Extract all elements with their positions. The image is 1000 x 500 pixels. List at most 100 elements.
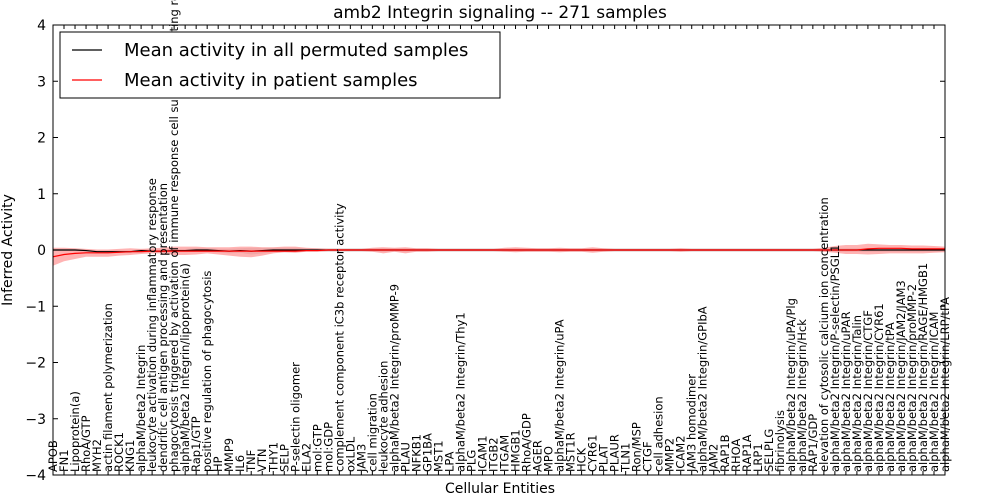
x-tick-label: MST1R [564,432,578,472]
x-tick-label: alphaM/beta2 Integrin/Hck [795,319,809,472]
x-tick-label: LRP1 [751,443,765,472]
x-tick-label: TNF [244,450,258,473]
y-axis: −4 −3 −2 −1 0 1 2 3 4 [25,18,945,484]
x-tick-label: leukocyte adhesion [376,361,390,472]
x-tick-label: cell adhesion [652,396,666,472]
y-tick-label: 4 [37,18,46,34]
x-tick-label: FN1 [57,449,71,472]
x-tick-label: RAP1A [740,434,754,472]
x-tick-label: cell migration [365,393,379,472]
x-tick-label: VTN [255,449,269,473]
y-tick-label: −4 [25,468,46,484]
x-tick-label: mol:GDP [321,422,335,472]
x-tick-label: AGER [531,440,545,472]
x-tick-label: alphaM/beta2 Integrin/CYR61 [872,303,886,472]
x-tick-label: Lipoprotein(a) [68,391,82,472]
legend-label-1: Mean activity in patient samples [124,70,418,91]
x-tick-label: RhoA/GDP [520,413,534,472]
y-tick-label: −3 [25,412,46,428]
x-tick-label: SELP [277,444,291,472]
y-tick-label: −1 [25,299,46,315]
series-line-1 [53,247,945,258]
x-tick-label: APOB [46,440,60,472]
x-tick-label: alphaM/beta2 Integrin/LRP/tPA [938,297,952,472]
x-tick-label: JAM2 [707,444,721,473]
x-tick-label: fibrinolysis [773,410,787,472]
x-tick-label: PLAUR [608,434,622,472]
x-tick-label: NFKB1 [409,434,423,472]
x-tick-label: MMP9 [222,438,236,472]
x-tick-label: CYR61 [586,435,600,472]
x-tick-label: IL6 [233,455,247,472]
x-tick-label: mol:GTP [310,424,324,472]
legend-label-0: Mean activity in all permuted samples [124,40,468,61]
x-tick-label: ITGAM [498,435,512,472]
legend: Mean activity in all permuted samples Mea… [59,31,501,99]
x-tick-label: RAP1/GDP [806,414,820,472]
x-tick-label: alphaM/beta2 Integrin/ICAM [927,312,941,472]
x-tick-label: alphaM/beta2 Integrin/uPA [553,319,567,472]
x-tick-label: alphaM/beta2 Integrin [134,345,148,472]
x-tick-label: PLAT [597,443,611,472]
x-tick-label: LPA [442,451,456,472]
x-tick-label: RHOA [729,439,743,472]
x-tick-label: alphaM/beta2 Integrin/CTGF [861,310,875,472]
x-tick-label: Rap1/GTP [189,416,203,472]
y-tick-label: 1 [37,187,46,203]
x-tick-label: alphaM/beta2 Integrin/lipoprotein(a) [178,263,192,472]
x-tick-label: CTGF [641,441,655,472]
y-tick-label: 3 [37,74,46,90]
y-tick-label: −2 [25,356,46,372]
x-tick-label: alphaM/beta2 Integrin/Talin [850,315,864,472]
x-tick-label: alphaM/beta2 Integrin/RAGE/HMGB1 [916,263,930,472]
x-tick-label: ICAM2 [674,435,688,472]
chart-title: amb2 Integrin signaling -- 271 samples [333,3,667,23]
x-tick-label: MYH2 [90,439,104,472]
y-tick-label: 0 [37,243,46,259]
y-tick-label: 2 [37,131,46,147]
x-tick-label: RhoA/GTP [79,415,93,472]
x-tick-label: Ron/MSP [630,422,644,472]
x-tick-label: alphaM/beta2 Integrin/Thy1 [453,312,467,472]
x-tick-label: dendritic cell antigen processing and pr… [156,183,170,472]
x-tick-label: oxLDL [343,436,357,472]
x-tick-label: MPO [542,446,556,472]
x-tick-label: SELPLG [762,429,776,472]
x-tick-label: ITGB2 [486,437,500,472]
x-tick-label: positive regulation of phagocytosis [200,271,214,472]
x-tick-label: JAM3 [354,444,368,473]
y-axis-label: Inferred Activity [0,194,16,306]
x-tick-label: THY1 [266,442,280,473]
x-tick-label: phagocytosis triggered by activation of … [167,0,181,472]
x-tick-label: P-selectin oligomer [288,362,302,472]
x-tick-label: HMGB1 [509,429,523,472]
x-tick-label: MST1 [431,440,445,472]
x-tick-label: leukocyte activation during inflammatory… [145,178,159,472]
x-tick-label: GP1BA [420,433,434,472]
x-tick-label: HP [211,456,225,472]
x-tick-label: alphaM/beta2 Integrin/GPIbA [696,306,710,472]
x-tick-label: complement component iC3b receptor activ… [332,203,346,472]
x-tick-label: alphaM/beta2 Integrin/uPAR [839,311,853,472]
x-tick-label: PLAU [398,442,412,472]
x-tick-label: alphaM/beta2 Integrin/tPA [883,322,897,472]
x-tick-label: ELA2 [299,443,313,472]
x-tick-label: alphaM/beta2 Integrin/proMMP-2 [905,284,919,472]
x-tick-label: alphaM/beta2 Integrin/proMMP-9 [387,284,401,472]
x-tick-label: actin filament polymerization [101,303,115,472]
x-axis-label: Cellular Entities [445,481,555,497]
series-band-1 [53,243,945,266]
x-tick-label: ROCK1 [112,432,126,472]
x-tick-label: HCK [575,447,589,472]
x-tick-label: KNG1 [123,440,137,472]
x-tick-label: alphaM/beta2 Integrin/JAM2/JAM3 [894,280,908,472]
x-tick-label: alphaM/beta2 Integrin/uPA/Plg [784,298,798,472]
x-tick-label: RAP1B [718,434,732,472]
x-tick-label: ICAM1 [475,435,489,472]
x-tick-label: TLN1 [619,443,633,473]
x-tick-label: JAM3 homodimer [685,374,699,473]
x-tick-label: elevation of cytosolic calcium ion conce… [817,197,831,472]
x-tick-label: PLG [464,450,478,472]
